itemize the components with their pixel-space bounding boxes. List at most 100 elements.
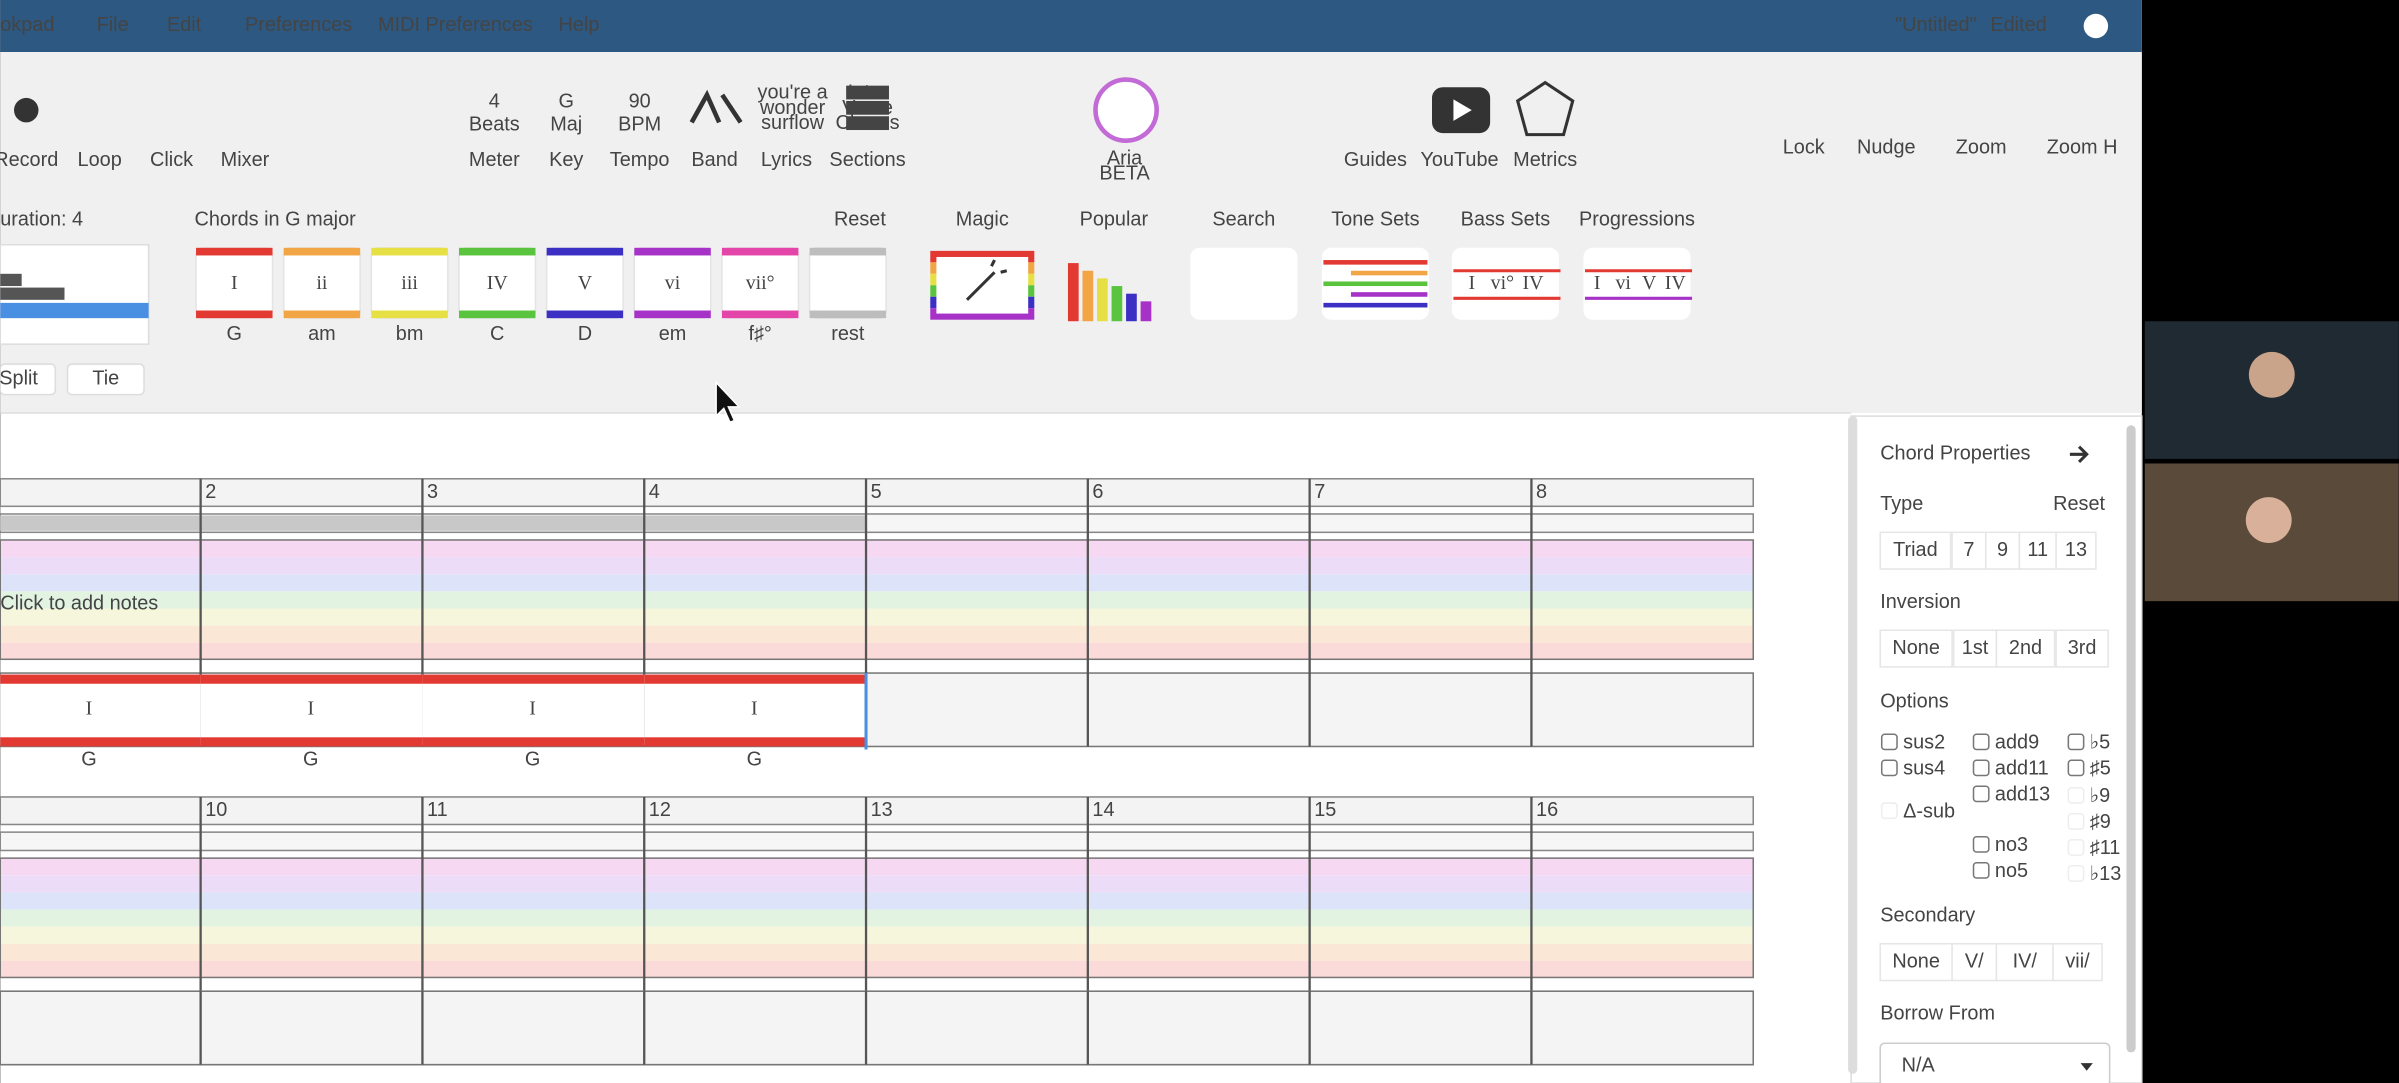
icon-text: you're a bbox=[758, 82, 829, 104]
tool-button[interactable]: Mixer bbox=[221, 149, 270, 171]
checkbox[interactable] bbox=[2067, 733, 2085, 751]
tool-button[interactable]: Record bbox=[0, 149, 58, 171]
dropdown[interactable] bbox=[1879, 1042, 2111, 1083]
tool-button[interactable]: Lyrics bbox=[761, 149, 812, 171]
segment-button[interactable] bbox=[2055, 531, 2097, 570]
icon-text: Verse bbox=[842, 97, 893, 119]
tool-button[interactable] bbox=[1583, 247, 1691, 320]
wand-icon bbox=[965, 259, 1008, 301]
icon-text: I bbox=[1468, 272, 1475, 294]
tool-button[interactable]: Zoom H bbox=[2047, 137, 2118, 159]
menu-bar bbox=[0, 0, 2142, 53]
record-icon bbox=[14, 97, 39, 123]
tool-button[interactable]: Click bbox=[150, 149, 193, 171]
duration-label: uration: 4 bbox=[0, 209, 83, 231]
segment-label: vii/ bbox=[2065, 950, 2090, 972]
tool-button[interactable]: Tempo bbox=[610, 149, 670, 171]
checkbox[interactable] bbox=[1880, 759, 1898, 777]
measure-number: 7 bbox=[1314, 481, 1325, 503]
note-stripe bbox=[0, 591, 1754, 609]
scrollbar bbox=[1848, 416, 1858, 1074]
tool-button[interactable] bbox=[1451, 247, 1559, 320]
reset-button[interactable]: Reset bbox=[834, 209, 886, 231]
tool-button[interactable]: Aria bbox=[1107, 147, 1143, 169]
segment-label: IV/ bbox=[2013, 950, 2038, 972]
tool-button[interactable]: Meter bbox=[469, 149, 520, 171]
chord-name: G bbox=[303, 748, 318, 770]
chord-color bbox=[196, 310, 273, 319]
tool-button[interactable] bbox=[1190, 247, 1298, 320]
tool-button[interactable]: Zoom bbox=[1956, 137, 2007, 159]
chord-button[interactable] bbox=[808, 247, 887, 319]
chord-name: G bbox=[227, 323, 242, 345]
segment-label: 11 bbox=[2027, 539, 2048, 561]
tool-button[interactable]: Loop bbox=[78, 149, 122, 171]
chord-color bbox=[371, 247, 448, 256]
chord-name: G bbox=[525, 748, 540, 770]
tool-button[interactable]: Sections bbox=[829, 149, 905, 171]
tone-stripe bbox=[1350, 270, 1428, 276]
toolbar bbox=[0, 52, 2142, 414]
icon-text: IV bbox=[1665, 272, 1687, 294]
segment-button[interactable] bbox=[2055, 629, 2109, 668]
option-label: sus2 bbox=[1903, 732, 1945, 754]
chord-name: f♯° bbox=[748, 323, 771, 345]
edit-button[interactable] bbox=[0, 363, 57, 396]
chord-name: rest bbox=[831, 323, 865, 345]
duration-bar bbox=[0, 287, 65, 300]
option-label: Δ-sub bbox=[1903, 801, 1955, 823]
checkbox[interactable] bbox=[1972, 733, 1990, 751]
checkbox[interactable] bbox=[1972, 835, 1990, 853]
power-icon[interactable] bbox=[2083, 13, 2109, 39]
tool-button[interactable]: Guides bbox=[1344, 149, 1407, 171]
menu-item[interactable]: File bbox=[97, 14, 129, 36]
segment-button[interactable] bbox=[1951, 531, 1987, 570]
measure-number: 16 bbox=[1536, 799, 1558, 821]
chord-color bbox=[0, 674, 201, 684]
tool-button[interactable]: Band bbox=[691, 149, 737, 171]
checkbox[interactable] bbox=[1880, 733, 1898, 751]
measure-number: 4 bbox=[649, 481, 660, 503]
tool-button[interactable]: Metrics bbox=[1513, 149, 1577, 171]
popular-bar bbox=[1111, 286, 1123, 322]
segment-button[interactable] bbox=[1984, 531, 2021, 570]
menu-item[interactable]: Preferences bbox=[245, 14, 352, 36]
checkbox[interactable] bbox=[1972, 785, 1990, 803]
chord-color bbox=[458, 247, 536, 256]
tool-button[interactable]: Nudge bbox=[1857, 137, 1916, 159]
checkbox[interactable] bbox=[1972, 861, 1990, 879]
menu-item[interactable]: MIDI Preferences bbox=[378, 14, 533, 36]
chord-name: G bbox=[81, 748, 96, 770]
menu-item[interactable]: Help bbox=[559, 14, 600, 36]
measure-header bbox=[0, 478, 1755, 508]
checkbox[interactable] bbox=[2067, 759, 2085, 777]
menu-item[interactable]: Edit bbox=[167, 14, 202, 36]
chord-color bbox=[200, 737, 423, 747]
chord-numeral: vi bbox=[665, 272, 681, 294]
option-label: add11 bbox=[1995, 758, 2049, 780]
icon-text: wonder bbox=[759, 97, 826, 119]
segment-label: V/ bbox=[1965, 950, 1984, 972]
edit-button[interactable] bbox=[66, 363, 145, 396]
segment-button[interactable] bbox=[2018, 531, 2057, 570]
tool-unit: Beats bbox=[469, 114, 520, 136]
reset-button[interactable]: Reset bbox=[2053, 493, 2105, 515]
note-stripe bbox=[0, 960, 1754, 979]
chord-color bbox=[422, 737, 645, 747]
segment-button[interactable] bbox=[2052, 943, 2103, 982]
segment-button[interactable] bbox=[1879, 531, 1952, 570]
segment-button[interactable] bbox=[1952, 629, 1998, 668]
section-label: Inversion bbox=[1880, 591, 1961, 613]
dropdown-arrow bbox=[2080, 1063, 2093, 1071]
checkbox bbox=[1880, 802, 1898, 820]
checkbox[interactable] bbox=[1972, 759, 1990, 777]
tone-stripe bbox=[1323, 302, 1428, 308]
note-stripe bbox=[0, 875, 1754, 893]
segment-button[interactable] bbox=[1995, 629, 2056, 668]
tool-button[interactable]: YouTube bbox=[1420, 149, 1498, 171]
tool-button[interactable]: Key bbox=[549, 149, 583, 171]
tool-button[interactable]: Lock bbox=[1783, 137, 1825, 159]
play-icon bbox=[1453, 99, 1472, 121]
segment-button[interactable] bbox=[1879, 629, 1953, 668]
